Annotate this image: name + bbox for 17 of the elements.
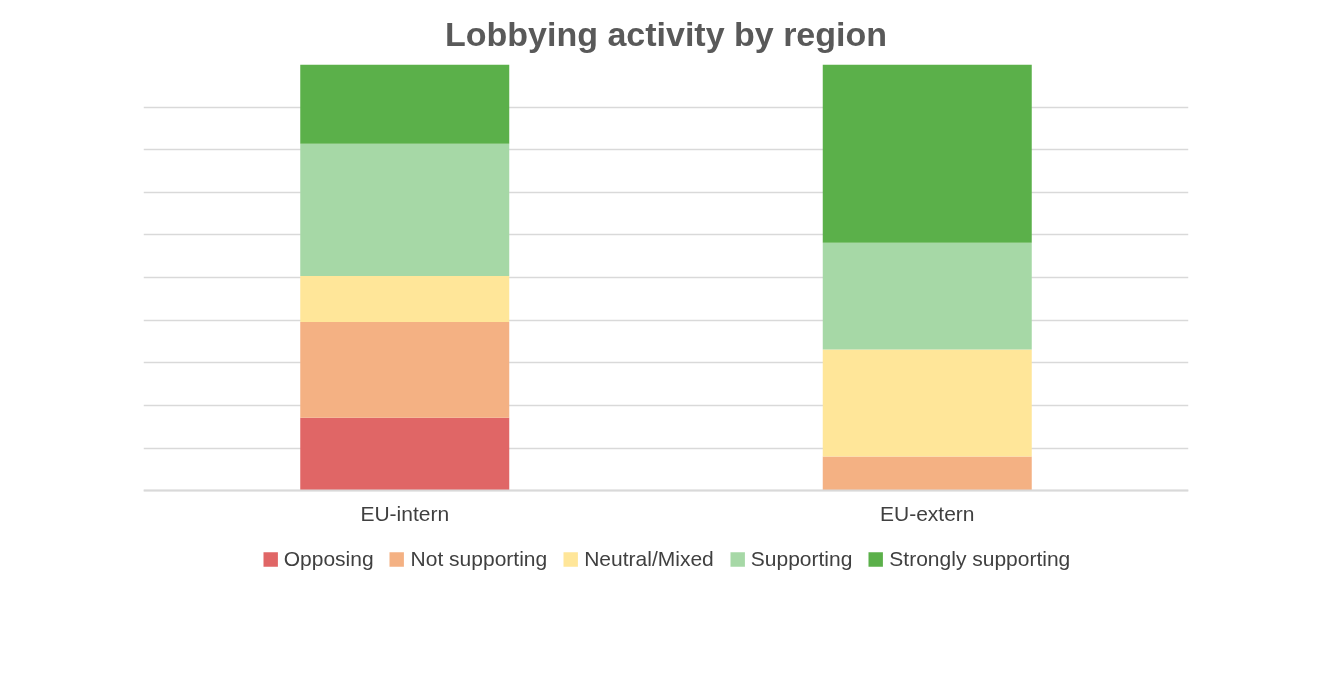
bar bbox=[300, 64, 510, 144]
chart-title: Lobbying activity by region bbox=[444, 14, 888, 53]
x-tick-label: EU-extern bbox=[879, 501, 975, 525]
bar bbox=[822, 64, 1032, 243]
legend-label: Opposing bbox=[283, 547, 374, 571]
bar bbox=[822, 456, 1032, 491]
bar bbox=[822, 349, 1032, 457]
bar bbox=[300, 143, 510, 276]
legend-label: Supporting bbox=[750, 547, 853, 571]
legend-label: Not supporting bbox=[410, 547, 548, 571]
legend-label: Neutral/Mixed bbox=[584, 547, 714, 571]
x-tick-label: EU-intern bbox=[360, 501, 450, 525]
bar bbox=[300, 321, 510, 418]
legend-label: Strongly supporting bbox=[889, 547, 1071, 571]
bar bbox=[300, 417, 510, 491]
bar bbox=[300, 275, 510, 322]
bar bbox=[822, 242, 1032, 350]
